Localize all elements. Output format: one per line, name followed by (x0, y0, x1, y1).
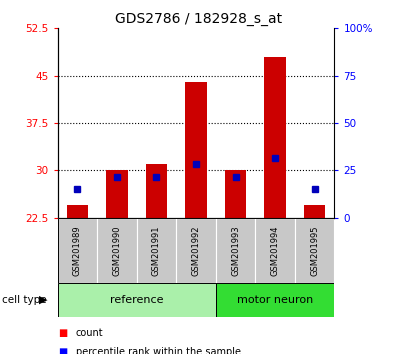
Bar (66, 205, 88, 218)
Text: ■: ■ (58, 328, 67, 338)
Bar (216, 283, 334, 317)
Bar (216, 218, 255, 283)
Text: GSM201992: GSM201992 (191, 225, 201, 276)
Text: percentile rank within the sample: percentile rank within the sample (76, 347, 241, 354)
Text: GSM201995: GSM201995 (310, 225, 319, 276)
Text: ■: ■ (58, 347, 67, 354)
Text: cell type: cell type (2, 295, 47, 305)
Bar (185, 82, 207, 218)
Bar (304, 205, 326, 218)
Text: GSM201993: GSM201993 (231, 225, 240, 276)
Bar (97, 218, 137, 283)
Text: GDS2786 / 182928_s_at: GDS2786 / 182928_s_at (115, 12, 283, 27)
Text: GSM201990: GSM201990 (113, 225, 121, 276)
Bar (58, 218, 97, 283)
Text: reference: reference (110, 295, 164, 305)
Text: count: count (76, 328, 103, 338)
Bar (176, 218, 216, 283)
Bar (264, 57, 286, 218)
Bar (106, 170, 128, 218)
Bar (255, 218, 295, 283)
Text: GSM201991: GSM201991 (152, 225, 161, 276)
Text: GSM201989: GSM201989 (73, 225, 82, 276)
Bar (295, 218, 334, 283)
Text: motor neuron: motor neuron (237, 295, 313, 305)
Text: ▶: ▶ (39, 295, 47, 305)
Bar (137, 218, 176, 283)
Text: GSM201994: GSM201994 (271, 225, 279, 276)
Bar (146, 164, 168, 218)
Bar (58, 283, 216, 317)
Bar (224, 170, 246, 218)
